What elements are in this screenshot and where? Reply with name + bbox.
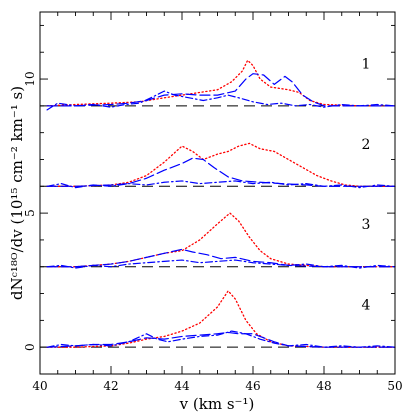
panel-2-series-dash-dot [46, 180, 396, 189]
panel-1-series-dotted [46, 59, 396, 107]
x-axis-title: v (km s⁻¹) [179, 395, 255, 413]
x-tick-label: 46 [245, 379, 260, 393]
axis-ticks [39, 12, 396, 374]
y-tick-label: 0 [23, 343, 37, 351]
panel-1-series-dash-dot [46, 90, 396, 111]
plot-frame [39, 11, 396, 375]
panel-label: 4 [362, 298, 371, 314]
panel-3-series-long-dash [46, 248, 396, 268]
baselines [40, 105, 395, 348]
y-axis-title: dNᶜ¹⁸ᴼ/dv (10¹⁵ cm⁻² km⁻¹ s) [8, 86, 26, 300]
panel-4-series-dash-dot [46, 330, 396, 348]
x-tick-label: 42 [103, 379, 118, 393]
y-tick-labels: 0 5 10 [23, 71, 37, 351]
panel-3-series-dotted [46, 212, 396, 268]
x-tick-label: 40 [32, 379, 47, 393]
panel-1-series-long-dash [46, 73, 396, 107]
panel-2-series-dotted [46, 142, 396, 187]
x-tick-label: 48 [316, 379, 331, 393]
x-tick-label: 44 [174, 379, 190, 393]
series [46, 59, 396, 348]
y-tick-label: 5 [23, 209, 37, 217]
panel-label: 3 [362, 217, 371, 233]
x-tick-label: 50 [387, 379, 402, 393]
panel-labels: 1 2 3 4 [362, 56, 371, 313]
y-tick-label: 10 [23, 71, 37, 86]
panel-3-series-dash-dot [46, 259, 396, 269]
x-tick-labels: 40 42 44 46 48 50 [32, 379, 402, 393]
panel-label: 2 [362, 137, 371, 153]
panel-label: 1 [362, 56, 371, 72]
panel-4-series-dotted [46, 290, 396, 348]
